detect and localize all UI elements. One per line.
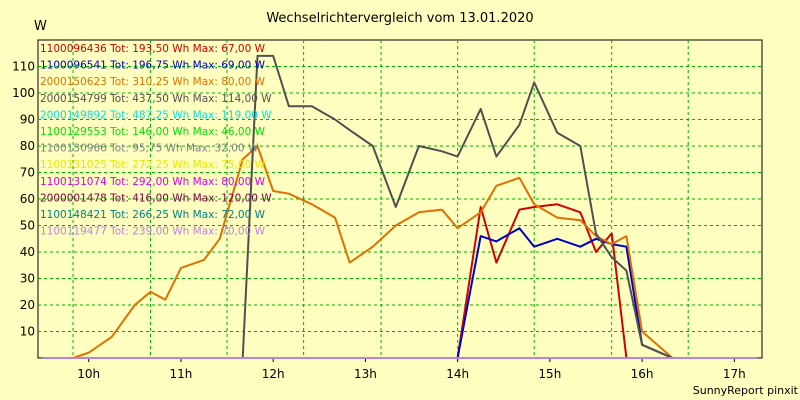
legend-entry-10: 2000001478 Tot: 416,00 Wh Max: 120,00 W <box>40 192 272 204</box>
x-tick-label: 17h <box>723 367 746 381</box>
y-tick-label: 40 <box>20 245 35 259</box>
legend-entry-4: 2000154799 Tot: 437,50 Wh Max: 114,00 W <box>40 93 272 105</box>
x-tick-label: 16h <box>631 367 654 381</box>
legend-entry-8: 1100131025 Tot: 272,25 Wh Max: 75,00 W <box>40 159 266 171</box>
y-tick-label: 70 <box>20 166 35 180</box>
legend-entry-3: 2000150623 Tot: 310,25 Wh Max: 80,00 W <box>40 76 266 88</box>
y-tick-label: 60 <box>20 192 35 206</box>
legend-entry-7: 1100130966 Tot: 95,75 Wh Max: 32,00 W <box>40 143 259 155</box>
y-axis-unit: W <box>34 19 47 34</box>
x-tick-label: 14h <box>446 367 469 381</box>
series-line-3 <box>42 145 758 359</box>
y-tick-label: 110 <box>12 60 35 74</box>
chart-title: Wechselrichtervergleich vom 13.01.2020 <box>266 11 533 26</box>
y-tick-label: 20 <box>20 298 35 312</box>
y-tick-label: 30 <box>20 272 35 286</box>
x-tick-label: 12h <box>262 367 285 381</box>
x-tick-label: 11h <box>170 367 193 381</box>
x-tick-label: 13h <box>354 367 377 381</box>
footer-credit: SunnyReport pinxit <box>693 384 799 397</box>
legend-entry-6: 1100129553 Tot: 146,00 Wh Max: 46,00 W <box>40 126 266 138</box>
legend-entry-1: 1100096436 Tot: 193,50 Wh Max: 67,00 W <box>40 43 266 55</box>
legend-entry-5: 2000149892 Tot: 487,25 Wh Max: 119,00 W <box>40 109 272 121</box>
legend-entry-12: 1100119477 Tot: 239,00 Wh Max: 70,00 W <box>40 226 266 238</box>
legend-entry-2: 1100096541 Tot: 196,75 Wh Max: 69,00 W <box>40 60 266 72</box>
y-tick-label: 10 <box>20 325 35 339</box>
x-tick-label: 15h <box>538 367 561 381</box>
y-tick-label: 80 <box>20 139 35 153</box>
legend-entry-9: 1100131074 Tot: 292,00 Wh Max: 80,00 W <box>40 176 266 188</box>
y-tick-label: 90 <box>20 113 35 127</box>
legend-entry-11: 1100148421 Tot: 266,25 Wh Max: 72,00 W <box>40 209 266 221</box>
y-tick-label: 100 <box>12 86 35 100</box>
y-tick-label: 50 <box>20 219 35 233</box>
x-tick-label: 10h <box>77 367 100 381</box>
